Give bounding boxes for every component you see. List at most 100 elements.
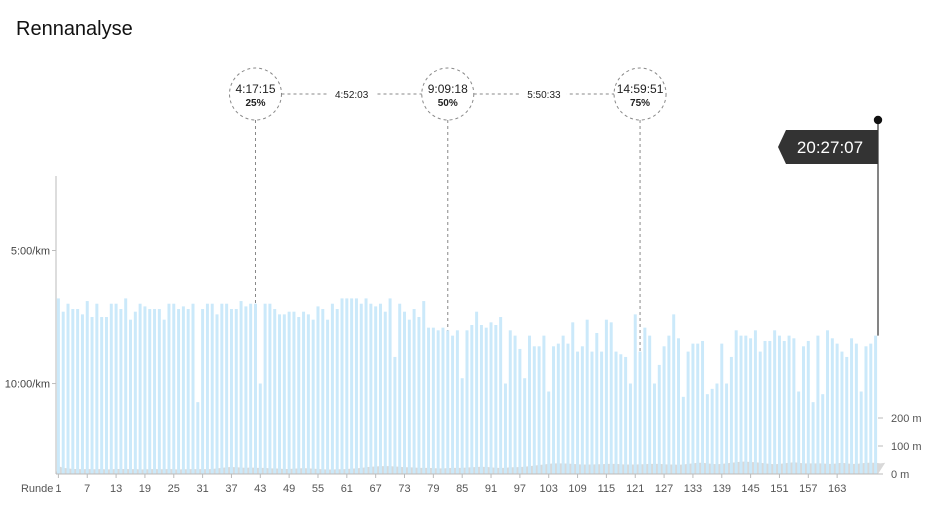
lap-bar (153, 309, 157, 474)
x-tick-label: 151 (770, 483, 788, 495)
lap-bar (701, 340, 705, 474)
lap-bar (268, 303, 272, 474)
lap-bar (129, 319, 132, 474)
lap-bar (840, 351, 844, 474)
split-percent-label: 25% (245, 98, 265, 109)
page-title: Rennanalyse (16, 18, 133, 40)
lap-bar (869, 343, 873, 475)
lap-bar (821, 394, 825, 474)
lap-bar (792, 338, 796, 474)
elev-tick-label: 100 m (891, 441, 922, 453)
finish-time-label: 20:27:07 (797, 138, 863, 157)
x-tick-label: 49 (283, 483, 295, 495)
lap-bar (826, 330, 830, 474)
split-marker-circle (613, 67, 667, 121)
lap-bar (335, 309, 339, 474)
lap-bar (465, 330, 469, 474)
lap-bar (667, 335, 671, 474)
split-marker-circle (228, 67, 282, 121)
lap-bar (797, 391, 801, 474)
x-tick-label: 19 (139, 483, 151, 495)
lap-bar (503, 383, 507, 474)
lap-bar (398, 303, 402, 474)
lap-bar (845, 356, 849, 474)
lap-bar (210, 303, 214, 474)
lap-bar (446, 330, 450, 474)
lap-bar (739, 335, 743, 474)
lap-bar (729, 356, 733, 474)
lap-bar (614, 351, 618, 474)
lap-bar (619, 354, 623, 474)
lap-bar (460, 378, 464, 474)
lap-bar (374, 306, 378, 475)
lap-bar (109, 303, 113, 474)
x-tick-label: 139 (713, 483, 731, 495)
lap-bar (114, 303, 118, 474)
lap-bar (143, 306, 147, 475)
lap-bar (677, 338, 680, 474)
lap-bar (763, 340, 767, 474)
lap-bar (749, 338, 753, 474)
lap-bar (753, 330, 757, 474)
lap-bar (816, 335, 820, 474)
x-tick-label: 97 (514, 483, 526, 495)
lap-bar (652, 383, 656, 474)
lap-bar (528, 335, 531, 474)
lap-bar (186, 309, 190, 474)
lap-bar (835, 343, 839, 475)
lap-bars-layer (56, 298, 878, 475)
lap-bar (734, 330, 738, 474)
lap-bar (561, 335, 565, 474)
lap-bar (56, 298, 60, 474)
lap-bar (234, 309, 238, 474)
split-diff-label: 5:50:33 (527, 90, 561, 101)
lap-bar (672, 314, 676, 474)
lap-bar (643, 327, 647, 474)
lap-bar (479, 325, 483, 474)
lap-bar (104, 317, 108, 474)
elev-tick-label: 0 m (891, 469, 909, 481)
lap-bar (124, 298, 128, 474)
lap-bar (571, 322, 575, 474)
lap-bar (864, 346, 868, 474)
lap-bar (773, 330, 777, 474)
lap-bar (552, 346, 556, 474)
x-tick-label: 55 (312, 483, 324, 495)
lap-bar (850, 338, 854, 474)
split-diff-bg (328, 86, 375, 101)
lap-bar (600, 351, 604, 474)
lap-bar (537, 346, 541, 474)
lap-bar (345, 298, 349, 474)
lap-bar (744, 335, 748, 474)
lap-bar (604, 319, 608, 474)
lap-bar (282, 314, 286, 474)
x-tick-label: 157 (799, 483, 817, 495)
x-tick-label: 163 (828, 483, 846, 495)
lap-bar (162, 319, 166, 474)
lap-bar (431, 327, 435, 474)
lap-bar (306, 314, 310, 474)
lap-bar (302, 311, 306, 474)
split-percent-label: 75% (630, 98, 650, 109)
lap-bar (802, 346, 805, 474)
lap-bar (628, 383, 632, 474)
lap-bar (90, 317, 94, 474)
lap-bar (76, 309, 80, 474)
lap-bar (292, 311, 296, 474)
lap-bar (350, 298, 354, 474)
lap-bar (220, 303, 224, 474)
split-time-label: 9:09:18 (428, 82, 468, 96)
lap-bar (133, 311, 137, 474)
x-axis-prefix-label: Runde (21, 483, 53, 495)
lap-bar (806, 340, 810, 474)
lap-bar (297, 317, 301, 474)
lap-bar (177, 309, 181, 474)
x-tick-label: 85 (456, 483, 468, 495)
split-percent-label: 50% (438, 98, 458, 109)
lap-bar (403, 311, 406, 474)
lap-bar (340, 298, 344, 474)
lap-bar (181, 306, 185, 475)
axes-layer: 5:00/km 10:00/km 200 m 100 m 0 m 1 7 13 19 25 31 37… (5, 176, 922, 495)
lap-bar (354, 298, 358, 474)
lap-bar (691, 343, 695, 475)
